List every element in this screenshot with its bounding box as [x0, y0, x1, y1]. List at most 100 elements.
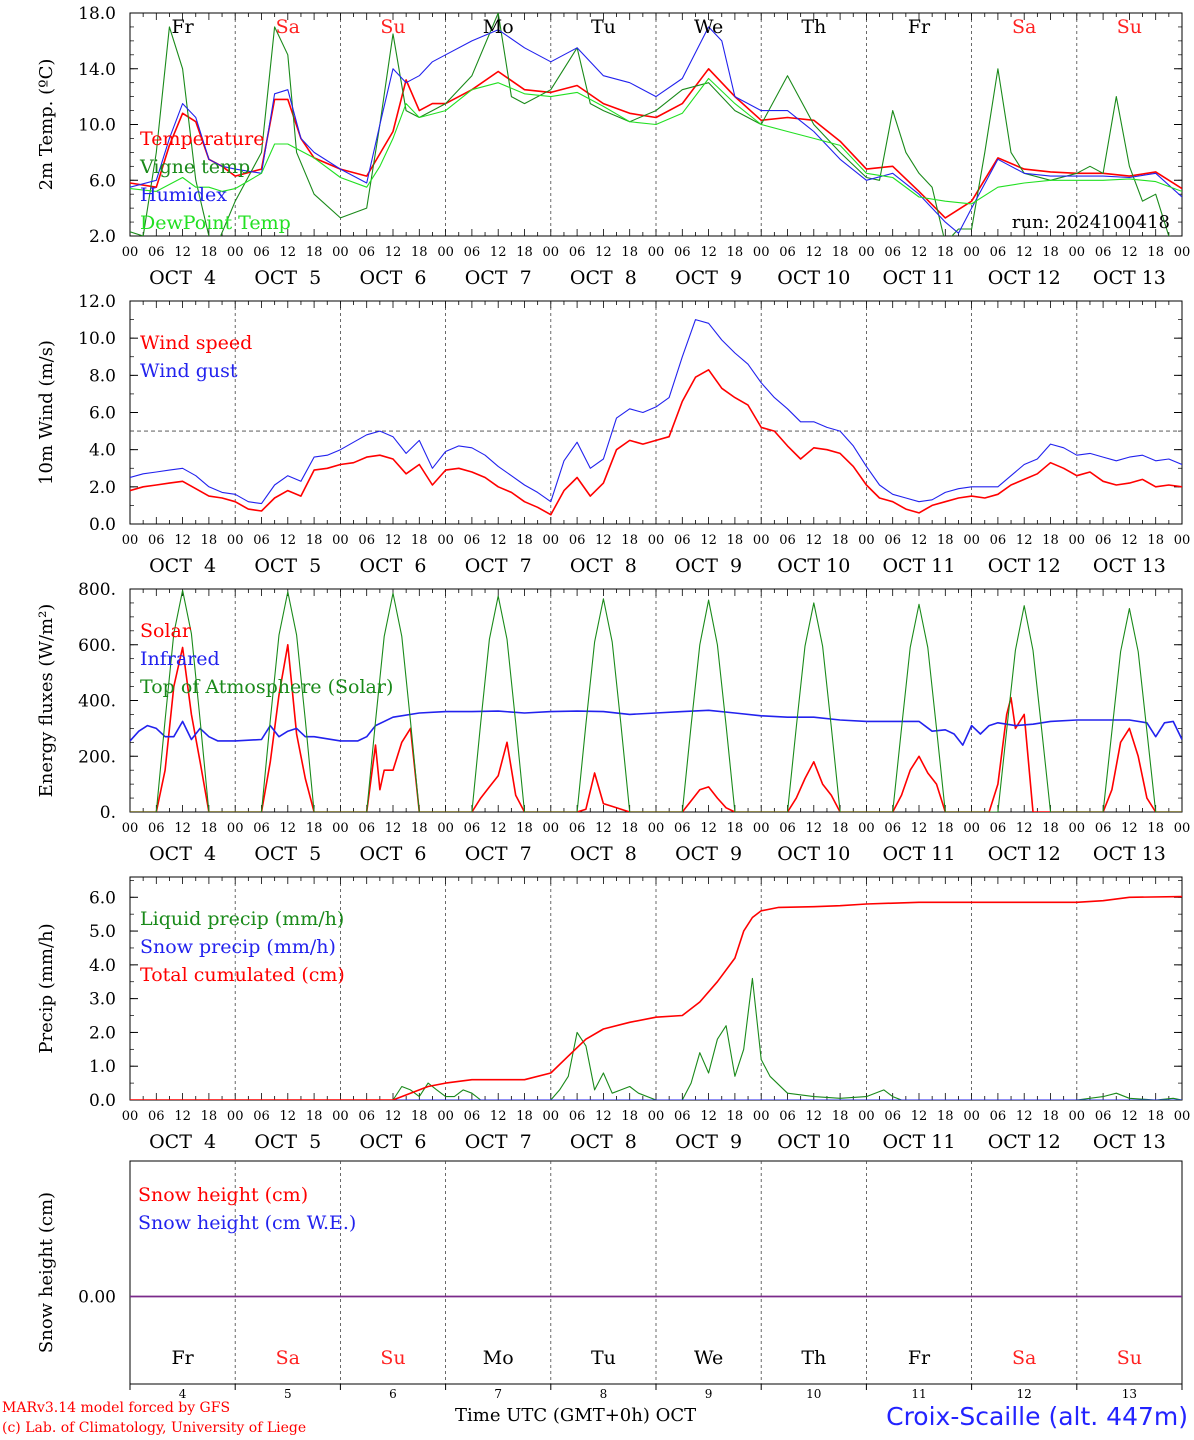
hour-tick-label: 18 — [727, 821, 744, 836]
panel-5 — [129, 1160, 1183, 1390]
y-tick-label: 0. — [100, 803, 116, 823]
hour-tick-label: 18 — [306, 245, 323, 260]
date-label: OCT 11 — [882, 1131, 955, 1153]
station-title: Croix-Scaille (alt. 447m) — [886, 1402, 1188, 1431]
y-tick-label: 10.0 — [78, 329, 116, 349]
hour-tick-label: 12 — [595, 533, 612, 548]
hour-tick-label: 00 — [122, 1109, 139, 1124]
hour-tick-label: 12 — [700, 1109, 717, 1124]
hour-tick-label: 12 — [700, 245, 717, 260]
date-label: OCT 6 — [360, 1131, 427, 1153]
hour-tick-label: 18 — [1042, 533, 1059, 548]
y-tick-label: 18.0 — [78, 4, 116, 24]
date-label: OCT 12 — [988, 1131, 1061, 1153]
hour-tick-label: 18 — [201, 821, 218, 836]
hour-tick-label: 12 — [911, 533, 928, 548]
date-label: OCT 13 — [1093, 843, 1166, 865]
hour-tick-label: 00 — [648, 245, 665, 260]
hour-tick-label: 06 — [779, 245, 796, 260]
y-tick-label: 600. — [78, 636, 116, 656]
series-line — [130, 319, 1182, 505]
panel-4 — [129, 876, 1183, 1101]
y-axis-title: Precip (mm/h) — [36, 923, 57, 1053]
hour-tick-label: 00 — [437, 821, 454, 836]
hour-tick-label: 12 — [1121, 533, 1138, 548]
hour-tick-label: 06 — [990, 533, 1007, 548]
hour-tick-label: 18 — [832, 533, 849, 548]
hour-tick-label: 18 — [201, 1109, 218, 1124]
date-label: OCT 8 — [570, 1131, 637, 1153]
hour-tick-label: 18 — [937, 1109, 954, 1124]
legend-entry: Vigne temp — [139, 156, 250, 178]
hour-tick-label: 12 — [700, 533, 717, 548]
hour-tick-label: 06 — [1095, 821, 1112, 836]
hour-tick-label: 06 — [1095, 1109, 1112, 1124]
date-label: OCT 5 — [254, 555, 321, 577]
date-label: OCT 6 — [360, 267, 427, 289]
hour-tick-label: 12 — [806, 1109, 823, 1124]
hour-tick-label: 12 — [806, 245, 823, 260]
day-label: Su — [380, 1347, 405, 1369]
hour-tick-label: 18 — [516, 821, 533, 836]
date-label: OCT 10 — [777, 267, 850, 289]
panel-2 — [129, 300, 1183, 525]
hour-tick-label: 12 — [1016, 1109, 1033, 1124]
legend-entry: Solar — [140, 620, 192, 642]
day-label: Tu — [591, 1347, 616, 1369]
date-label: OCT 5 — [254, 843, 321, 865]
y-tick-label: 5.0 — [89, 922, 116, 942]
y-axis-title: Snow height (cm) — [36, 1192, 57, 1353]
hour-tick-label: 00 — [963, 245, 980, 260]
hour-tick-label: 12 — [280, 821, 297, 836]
hour-tick-label: 00 — [1069, 821, 1086, 836]
day-label: Su — [380, 16, 405, 38]
hour-tick-label: 12 — [1121, 245, 1138, 260]
hour-tick-label: 06 — [358, 533, 375, 548]
y-tick-label: 14.0 — [78, 60, 116, 80]
hour-tick-label: 00 — [1069, 1109, 1086, 1124]
legend-entry: Snow precip (mm/h) — [140, 936, 336, 958]
hour-tick-label: 00 — [437, 245, 454, 260]
series-line — [130, 77, 1182, 205]
day-label: Mo — [483, 1347, 514, 1369]
hour-tick-label: 18 — [516, 1109, 533, 1124]
hour-tick-label: 00 — [753, 821, 770, 836]
y-tick-label: 4.0 — [89, 441, 116, 461]
hour-tick-label: 06 — [779, 821, 796, 836]
day-label: Sa — [1012, 16, 1036, 38]
hour-tick-label: 06 — [779, 533, 796, 548]
hour-tick-label: 18 — [516, 245, 533, 260]
hour-tick-label: 12 — [911, 821, 928, 836]
day-label: Fr — [171, 1347, 194, 1369]
date-label: OCT 13 — [1093, 555, 1166, 577]
y-tick-label: 2.0 — [89, 1023, 116, 1043]
legend-entry: Top of Atmosphere (Solar) — [140, 676, 393, 698]
hour-tick-label: 12 — [385, 533, 402, 548]
hour-tick-label: 00 — [858, 533, 875, 548]
hour-tick-label: 06 — [253, 533, 270, 548]
y-tick-label: 10.0 — [78, 116, 116, 136]
y-tick-label: 2.0 — [89, 478, 116, 498]
hour-tick-label: 06 — [569, 245, 586, 260]
hour-tick-label: 18 — [1042, 1109, 1059, 1124]
hour-tick-label: 18 — [201, 245, 218, 260]
hour-tick-label: 12 — [911, 1109, 928, 1124]
date-label: OCT 12 — [988, 555, 1061, 577]
date-label: OCT 12 — [988, 843, 1061, 865]
hour-tick-label: 18 — [621, 1109, 638, 1124]
hour-tick-label: 00 — [1174, 245, 1191, 260]
hour-tick-label: 12 — [1121, 1109, 1138, 1124]
hour-tick-label: 00 — [963, 821, 980, 836]
hour-tick-label: 06 — [464, 533, 481, 548]
model-credit: MARv3.14 model forced by GFS — [2, 1400, 231, 1416]
hour-tick-label: 06 — [464, 245, 481, 260]
hour-tick-label: 12 — [700, 821, 717, 836]
series-line — [130, 977, 1182, 1100]
hour-tick-label: 06 — [884, 821, 901, 836]
hour-tick-label: 06 — [464, 1109, 481, 1124]
hour-tick-label: 18 — [832, 821, 849, 836]
day-label: Sa — [1012, 1347, 1036, 1369]
series-line — [130, 368, 1182, 516]
hour-tick-label: 06 — [253, 1109, 270, 1124]
